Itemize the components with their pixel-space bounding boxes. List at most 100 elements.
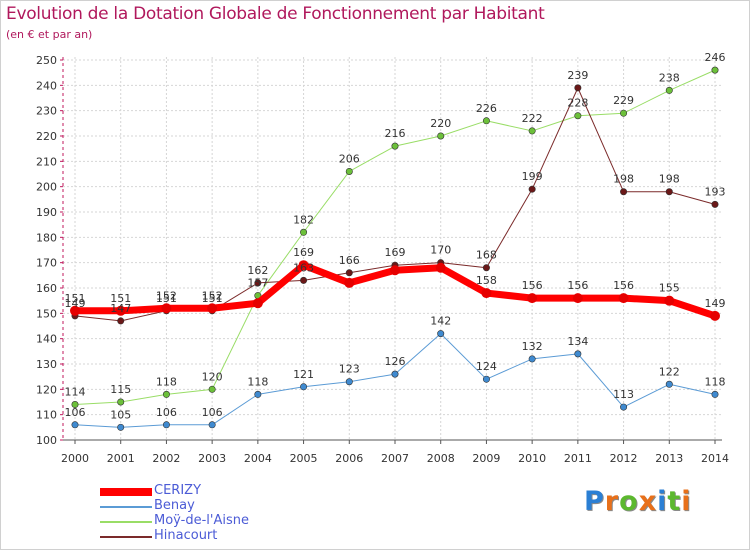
data-label: 162 [247,264,268,277]
x-tick-label: 2006 [335,452,363,465]
y-tick-label: 100 [36,434,57,447]
x-tick-label: 2007 [381,452,409,465]
data-point [345,269,353,277]
x-tick-label: 2014 [701,452,729,465]
x-tick-label: 2013 [655,452,683,465]
data-label: 122 [659,365,680,378]
data-label: 123 [339,363,360,376]
y-tick-label: 140 [36,333,57,346]
legend-swatch [100,488,152,496]
x-tick-label: 2001 [107,452,135,465]
proxiti-logo: Proxiti [584,486,692,517]
data-label: 142 [430,315,451,328]
data-point [482,375,490,383]
data-point [620,188,628,196]
data-point [665,86,673,94]
data-point [528,355,536,363]
data-point [528,127,536,135]
data-label: 152 [202,289,223,302]
data-point [70,305,80,316]
data-point [162,390,170,398]
data-point [482,264,490,272]
data-label: 126 [385,355,406,368]
data-point [620,109,628,117]
data-label: 106 [202,406,223,419]
data-point [665,188,673,196]
data-label: 169 [385,246,406,259]
data-label: 170 [430,244,451,257]
y-tick-label: 160 [36,282,57,295]
logo-letter: t [667,486,682,517]
data-point [300,228,308,236]
logo-letter: r [604,486,620,517]
data-point [664,295,675,306]
data-point [527,293,538,304]
data-label: 157 [247,277,268,290]
x-tick-label: 2008 [427,452,455,465]
data-point [254,390,262,398]
y-tick-label: 130 [36,358,57,371]
data-label: 149 [65,297,86,310]
data-label: 156 [522,279,543,292]
data-label: 151 [65,292,86,305]
data-point [711,66,719,74]
data-point [391,370,399,378]
data-label: 105 [110,408,131,421]
y-tick-label: 210 [36,155,57,168]
logo-letter: i [681,486,692,517]
x-tick-label: 2011 [564,452,592,465]
data-point [71,401,79,409]
legend-label: Moÿ-de-l'Aisne [154,513,249,528]
chart-title: Evolution de la Dotation Globale de Fonc… [6,4,545,24]
data-label: 147 [110,302,131,315]
data-label: 198 [659,173,680,186]
data-point [254,279,262,287]
x-tick-label: 2010 [518,452,546,465]
data-label: 166 [339,254,360,267]
x-tick-label: 2004 [244,452,272,465]
data-point [117,398,125,406]
y-tick-label: 150 [36,307,57,320]
data-point [665,380,673,388]
data-label: 118 [247,375,268,388]
data-point [207,303,218,314]
data-label: 220 [430,117,451,130]
data-label: 124 [476,360,497,373]
data-point [162,421,170,429]
data-label: 152 [156,289,177,302]
data-point [252,298,263,309]
chart-subtitle: (en € et par an) [6,28,93,41]
data-point [208,385,216,393]
data-point [620,403,628,411]
logo-letter: i [657,486,668,517]
data-label: 132 [522,340,543,353]
data-label: 238 [659,71,680,84]
logo-letter: o [619,486,639,517]
y-tick-label: 230 [36,105,57,118]
data-point [298,260,309,271]
legend-swatch [100,506,152,508]
y-tick-label: 240 [36,79,57,92]
data-point [711,390,719,398]
data-point [117,317,125,325]
data-point [115,305,126,316]
legend-label: Hinacourt [154,528,218,543]
data-label: 206 [339,152,360,165]
y-tick-label: 200 [36,181,57,194]
data-label: 121 [293,368,314,381]
y-tick-label: 170 [36,257,57,270]
data-label: 216 [385,127,406,140]
data-label: 106 [156,406,177,419]
data-label: 226 [476,102,497,115]
data-point [344,277,355,288]
data-label: 118 [705,375,726,388]
data-point [710,310,720,321]
data-label: 151 [202,292,223,305]
x-tick-label: 2005 [290,452,318,465]
data-label: 158 [476,274,497,287]
data-point [71,421,79,429]
data-label: 106 [65,406,86,419]
data-point [437,330,445,338]
data-point [572,293,583,304]
x-tick-label: 2009 [472,452,500,465]
